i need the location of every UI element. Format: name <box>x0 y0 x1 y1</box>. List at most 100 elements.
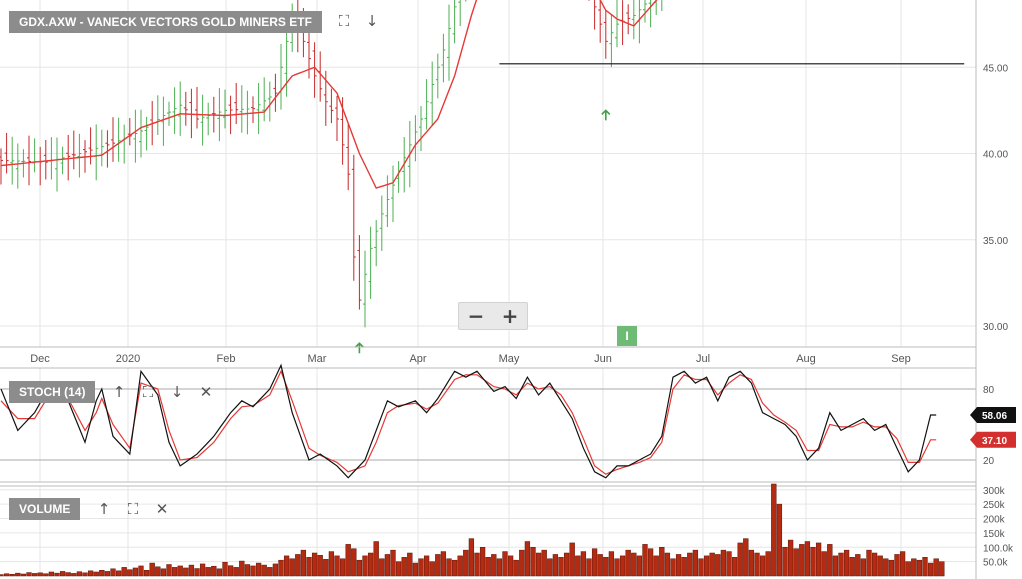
volume-bar <box>328 551 335 577</box>
volume-bar <box>883 558 889 577</box>
close-icon[interactable]: ✕ <box>199 383 213 401</box>
volume-bar <box>216 568 223 577</box>
volume-tick-label: 250k <box>983 500 1006 511</box>
volume-bar <box>367 552 374 577</box>
stoch-k-line <box>0 363 937 479</box>
volume-bar <box>485 557 491 577</box>
volume-bar <box>927 562 934 577</box>
x-tick-label: Jun <box>594 353 612 365</box>
price-tick-label: 45.00 <box>983 63 1008 74</box>
volume-tick-label: 150k <box>983 529 1006 540</box>
volume-bar <box>496 558 503 577</box>
volume-bar <box>339 558 346 577</box>
volume-bar <box>362 555 368 577</box>
volume-bar <box>255 562 262 577</box>
volume-bar <box>619 555 626 577</box>
move-down-icon[interactable]: ↓ <box>170 383 184 401</box>
volume-bar <box>743 538 749 577</box>
volume-bar <box>261 564 267 577</box>
volume-bar <box>737 542 743 577</box>
volume-bar <box>815 542 822 577</box>
volume-bar <box>65 572 71 577</box>
move-up-icon[interactable]: ↑ <box>97 500 111 518</box>
volume-bar <box>547 558 553 577</box>
volume-bar <box>541 549 547 577</box>
x-tick-label: Mar <box>308 353 327 365</box>
volume-bar <box>922 557 928 577</box>
volume-bar <box>446 558 452 577</box>
volume-bar <box>703 555 710 577</box>
volume-bar <box>899 551 906 577</box>
expand-icon[interactable]: ⛶ <box>142 383 154 401</box>
move-up-icon[interactable]: ↑ <box>112 383 126 401</box>
volume-bar <box>905 561 911 577</box>
volume-bar <box>250 565 256 577</box>
x-tick-label: May <box>499 353 520 365</box>
volume-bar <box>519 549 525 577</box>
volume-bar <box>563 552 570 577</box>
volume-bar <box>894 554 900 577</box>
volume-bar <box>138 565 144 577</box>
volume-bar <box>759 555 766 577</box>
volume-bar <box>720 549 727 577</box>
volume-bar <box>608 551 615 577</box>
price-tick-label: 35.00 <box>983 236 1008 247</box>
volume-bar <box>513 559 519 577</box>
volume-bar <box>194 568 200 577</box>
volume-bar <box>524 541 531 577</box>
volume-bar <box>535 552 542 577</box>
volume-bar <box>423 555 430 577</box>
volume-bar <box>351 548 357 577</box>
volume-panel-title: VOLUME <box>9 498 81 520</box>
volume-bar <box>289 558 295 577</box>
volume-bar <box>267 567 273 577</box>
stoch-d-label: 37.10 <box>982 436 1007 447</box>
volume-bar <box>323 559 329 577</box>
volume-bar <box>166 564 172 577</box>
move-down-icon[interactable]: ↓ <box>365 12 379 30</box>
volume-bar <box>155 566 161 577</box>
x-tick-label: Jul <box>696 353 710 365</box>
volume-panel[interactable] <box>0 483 976 577</box>
volume-bar <box>306 557 312 577</box>
price-panel[interactable]: Buy <box>0 0 976 354</box>
volume-bar <box>379 558 385 577</box>
volume-tick-label: 200k <box>983 515 1006 526</box>
volume-bar <box>82 572 88 577</box>
volume-bar <box>631 552 637 577</box>
volume-bar <box>636 555 643 577</box>
volume-bar <box>647 548 654 577</box>
volume-bar <box>715 554 721 577</box>
volume-bar <box>311 552 318 577</box>
volume-bar <box>233 567 239 577</box>
volume-bar <box>451 559 458 577</box>
volume-bar <box>407 552 413 577</box>
volume-bar <box>390 549 396 577</box>
expand-icon[interactable]: ⛶ <box>127 500 139 518</box>
zoom-out-button[interactable]: − <box>467 304 485 328</box>
volume-bar <box>754 552 760 577</box>
info-tag[interactable]: I <box>617 326 637 346</box>
volume-bar <box>345 544 351 577</box>
volume-bar <box>356 559 363 577</box>
stoch-k-label: 58.06 <box>982 411 1007 422</box>
expand-icon[interactable]: ⛶ <box>338 12 350 30</box>
volume-bar <box>468 538 475 577</box>
volume-bar <box>244 564 251 577</box>
volume-bar <box>939 561 945 577</box>
volume-bar <box>933 558 939 577</box>
volume-bar <box>59 571 66 577</box>
volume-bar <box>87 570 94 577</box>
volume-bar <box>776 503 783 577</box>
x-tick-label: Aug <box>796 353 816 365</box>
volume-bar <box>709 552 715 577</box>
volume-bar <box>127 569 133 577</box>
volume-bar <box>821 551 827 577</box>
volume-bar <box>810 547 816 577</box>
x-tick-label: Apr <box>409 353 426 365</box>
zoom-in-button[interactable]: + <box>501 304 519 328</box>
stoch-panel[interactable] <box>0 363 976 482</box>
volume-bar <box>71 573 77 577</box>
close-icon[interactable]: ✕ <box>155 500 169 518</box>
